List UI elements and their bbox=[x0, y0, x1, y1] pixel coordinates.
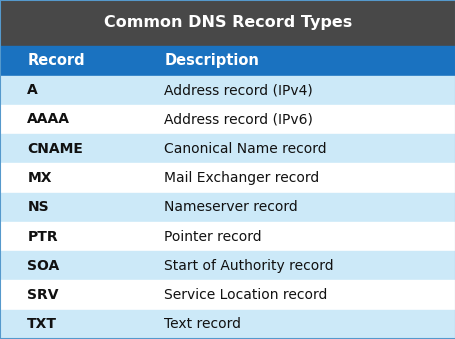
Bar bbox=[0, 105, 455, 134]
Bar bbox=[0, 0, 455, 46]
Text: TXT: TXT bbox=[27, 317, 57, 331]
Text: SRV: SRV bbox=[27, 288, 59, 302]
Text: Nameserver record: Nameserver record bbox=[164, 200, 297, 214]
Bar bbox=[0, 222, 455, 251]
Text: CNAME: CNAME bbox=[27, 142, 83, 156]
Text: Pointer record: Pointer record bbox=[164, 230, 261, 243]
Bar bbox=[0, 310, 455, 339]
Text: NS: NS bbox=[27, 200, 49, 214]
Bar bbox=[0, 134, 455, 163]
Text: Description: Description bbox=[164, 53, 258, 68]
Text: Start of Authority record: Start of Authority record bbox=[164, 259, 333, 273]
Bar bbox=[0, 193, 455, 222]
Text: Service Location record: Service Location record bbox=[164, 288, 327, 302]
Text: Address record (IPv6): Address record (IPv6) bbox=[164, 113, 312, 126]
Bar bbox=[0, 76, 455, 105]
Bar bbox=[0, 163, 455, 193]
Text: MX: MX bbox=[27, 171, 52, 185]
Text: A: A bbox=[27, 83, 38, 97]
Text: Address record (IPv4): Address record (IPv4) bbox=[164, 83, 312, 97]
Text: SOA: SOA bbox=[27, 259, 60, 273]
Text: Record: Record bbox=[27, 53, 85, 68]
Text: Canonical Name record: Canonical Name record bbox=[164, 142, 326, 156]
Bar bbox=[0, 280, 455, 310]
Text: Mail Exchanger record: Mail Exchanger record bbox=[164, 171, 318, 185]
Text: Text record: Text record bbox=[164, 317, 241, 331]
Bar bbox=[0, 251, 455, 280]
Text: AAAA: AAAA bbox=[27, 113, 70, 126]
Text: PTR: PTR bbox=[27, 230, 58, 243]
Bar bbox=[0, 46, 455, 76]
Text: Common DNS Record Types: Common DNS Record Types bbox=[104, 15, 351, 31]
